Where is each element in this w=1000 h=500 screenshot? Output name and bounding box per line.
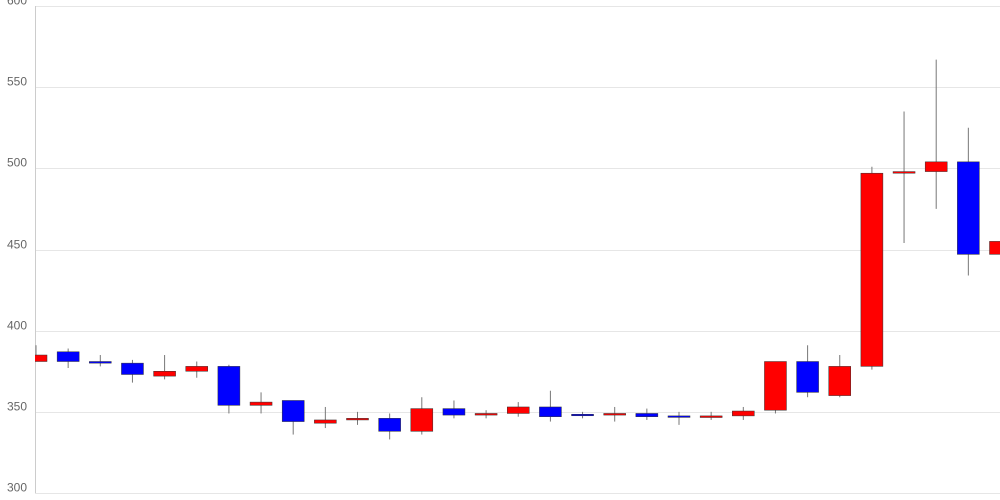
- candle-body: [796, 361, 819, 393]
- candle-body: [89, 361, 112, 364]
- candle-body: [217, 366, 241, 406]
- candle-body: [153, 371, 176, 377]
- y-tick-label: 450: [7, 238, 27, 252]
- candle-body: [924, 161, 948, 172]
- candle-body: [410, 408, 434, 432]
- candle-body: [989, 241, 1000, 255]
- candle-body: [249, 401, 273, 406]
- y-tick-label: 550: [7, 75, 27, 89]
- candle-body: [539, 406, 562, 417]
- y-tick-label: 400: [7, 319, 27, 333]
- candle-body: [35, 354, 48, 362]
- candle-body: [442, 408, 466, 416]
- candle-body: [732, 410, 755, 417]
- candle-body: [281, 400, 305, 422]
- candle-body: [860, 172, 884, 367]
- candle-body: [346, 418, 369, 421]
- candle-body: [185, 366, 208, 372]
- y-tick-label: 600: [7, 0, 27, 8]
- y-tick-label: 300: [7, 481, 27, 495]
- candles: [35, 59, 1000, 440]
- candle-body: [314, 419, 337, 424]
- candle-body: [603, 413, 626, 416]
- y-tick-label: 500: [7, 156, 27, 170]
- candle-body: [635, 413, 659, 417]
- candle-body: [56, 351, 80, 362]
- y-tick-label: 350: [7, 400, 27, 414]
- candle-body: [378, 418, 401, 432]
- candle-body: [571, 414, 594, 417]
- candle-body: [474, 413, 498, 416]
- grid: 300 350 400 450 500 550 600: [7, 0, 1000, 495]
- candle-body: [121, 362, 144, 375]
- candle-body: [764, 361, 787, 411]
- candle-body: [957, 161, 980, 255]
- candle-body: [507, 406, 530, 414]
- candle-body: [828, 366, 851, 396]
- candle-body: [892, 171, 916, 174]
- candle-body: [667, 415, 691, 418]
- candle-body: [699, 415, 723, 418]
